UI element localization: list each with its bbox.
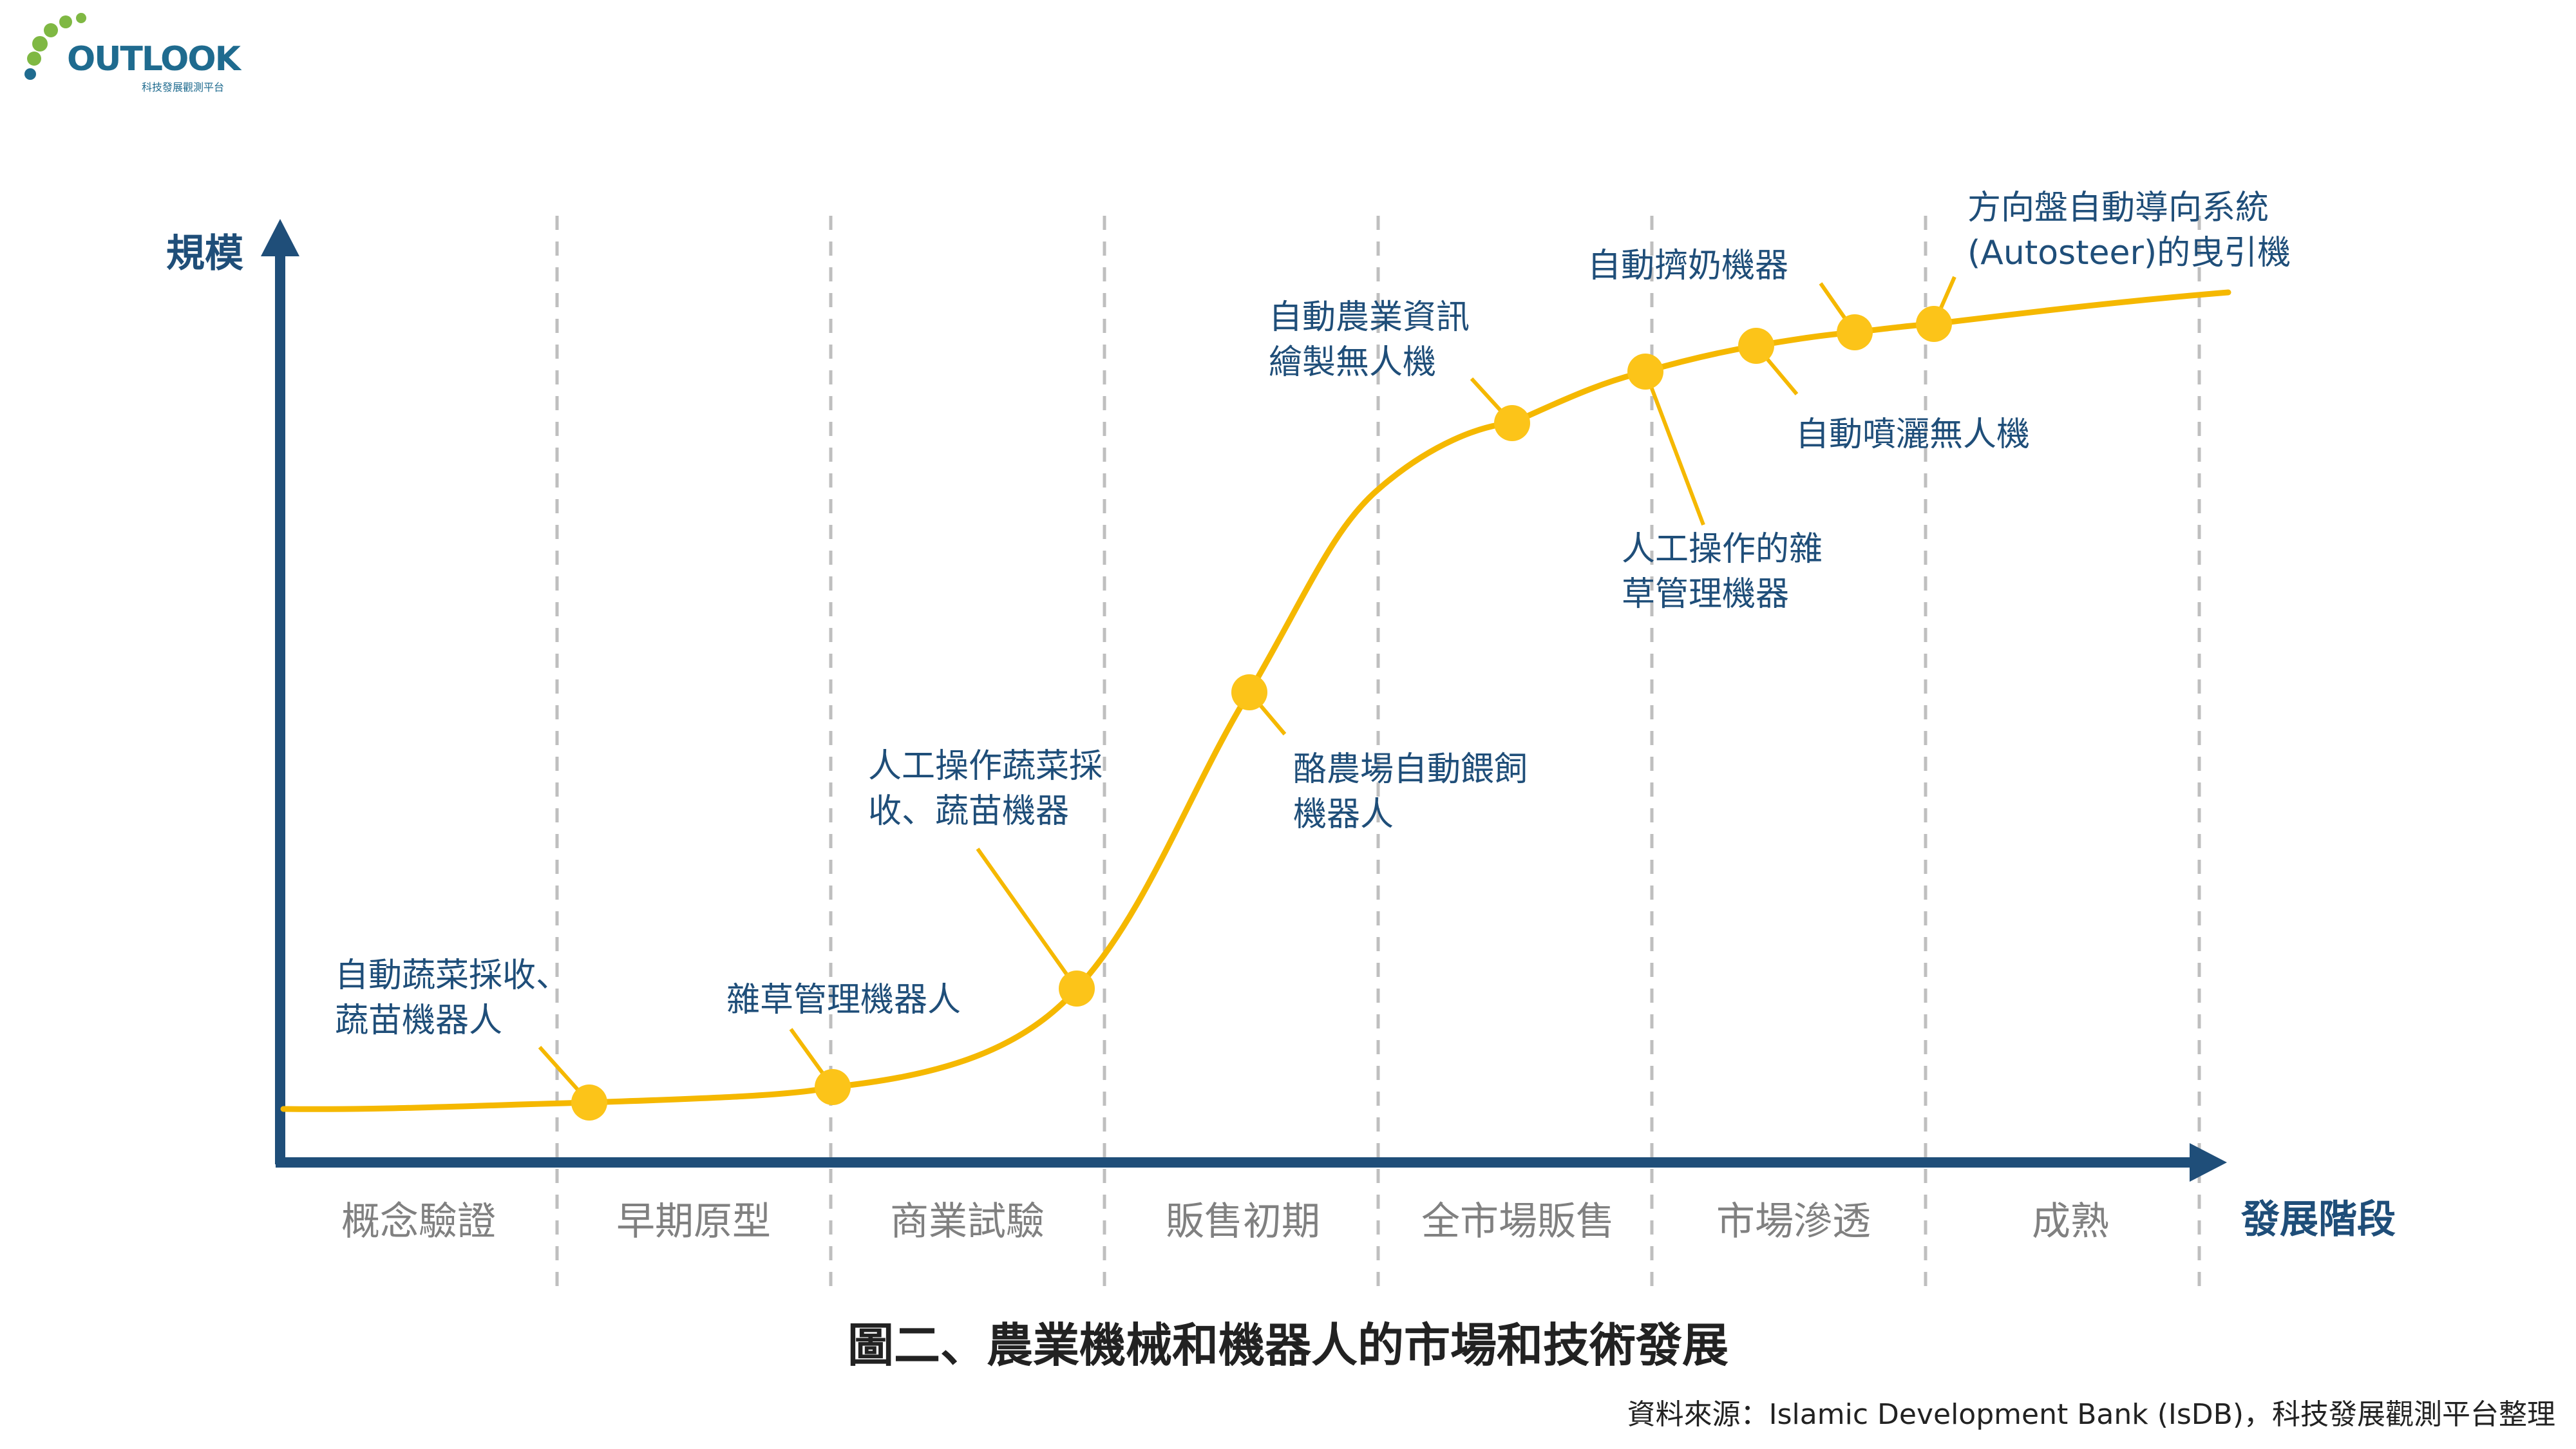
milestone-label-dairy-feeding-robot: 酪農場自動餵飼 機器人 — [1293, 750, 1528, 834]
milestone-label-weed-robot: 雜草管理機器人 — [726, 981, 961, 1019]
stage-label-early-sales: 販售初期 — [1166, 1199, 1320, 1244]
milestone-dot — [1231, 674, 1267, 710]
milestone-dot — [815, 1069, 851, 1105]
milestone-label-mapping-drone: 自動農業資訊 繪製無人機 — [1269, 298, 1470, 382]
milestone-label-auto-veg-harvest: 自動蔬菜採收、 蔬苗機器人 — [335, 956, 570, 1040]
milestone-label-manual-weed-machine: 人工操作的雜 草管理機器 — [1622, 530, 1823, 614]
y-axis-label: 規模 — [166, 231, 243, 276]
milestone-label-spraying-drone: 自動噴灑無人機 — [1795, 415, 2031, 454]
milestone-dot — [1916, 306, 1952, 342]
stage-label-trial: 商業試驗 — [890, 1199, 1045, 1244]
stage-label-concept: 概念驗證 — [341, 1199, 496, 1244]
logo-subtitle: 科技發展觀測平台 — [142, 81, 225, 93]
milestone-dot — [1738, 328, 1774, 364]
logo-dot — [27, 52, 41, 66]
milestone-dot — [1837, 314, 1873, 350]
milestone-label-milking-machine: 自動擠奶機器 — [1587, 247, 1789, 285]
logo-dot — [59, 15, 72, 28]
milestone-label-autosteer-tractor: 方向盤自動導向系統 (Autosteer)的曳引機 — [1967, 189, 2291, 272]
milestone-dots — [571, 306, 1952, 1121]
logo-dot — [44, 23, 58, 37]
milestone-dot — [1627, 354, 1663, 390]
x-axis-arrowhead — [2190, 1143, 2227, 1182]
source-credit: 資料來源：Islamic Development Bank (IsDB)，科技發… — [1627, 1398, 2555, 1431]
stage-label-full-market: 全市場販售 — [1421, 1199, 1615, 1244]
leader-line — [1643, 370, 1705, 526]
milestone-dot — [1059, 971, 1095, 1007]
milestone-label-manual-veg-harvest: 人工操作蔬菜採 收、蔬苗機器 — [868, 747, 1103, 831]
stage-label-mature: 成熟 — [2032, 1199, 2109, 1244]
milestone-dot — [1494, 405, 1530, 441]
stage-label-penetration: 市場滲透 — [1716, 1199, 1871, 1244]
outlook-logo: OUTLOOK 科技發展觀測平台 — [21, 12, 241, 95]
logo-dot — [32, 36, 48, 52]
logo-dot — [24, 68, 36, 80]
leader-line — [976, 848, 1079, 990]
stage-label-prototype: 早期原型 — [616, 1199, 771, 1244]
logo-wordmark: OUTLOOK — [67, 40, 241, 79]
y-axis-arrowhead — [261, 219, 299, 256]
x-axis-label: 發展階段 — [2241, 1197, 2396, 1242]
milestone-dot — [571, 1084, 607, 1121]
logo-dot — [76, 13, 86, 23]
figure-title: 圖二、農業機械和機器人的市場和技術發展 — [847, 1318, 1728, 1372]
